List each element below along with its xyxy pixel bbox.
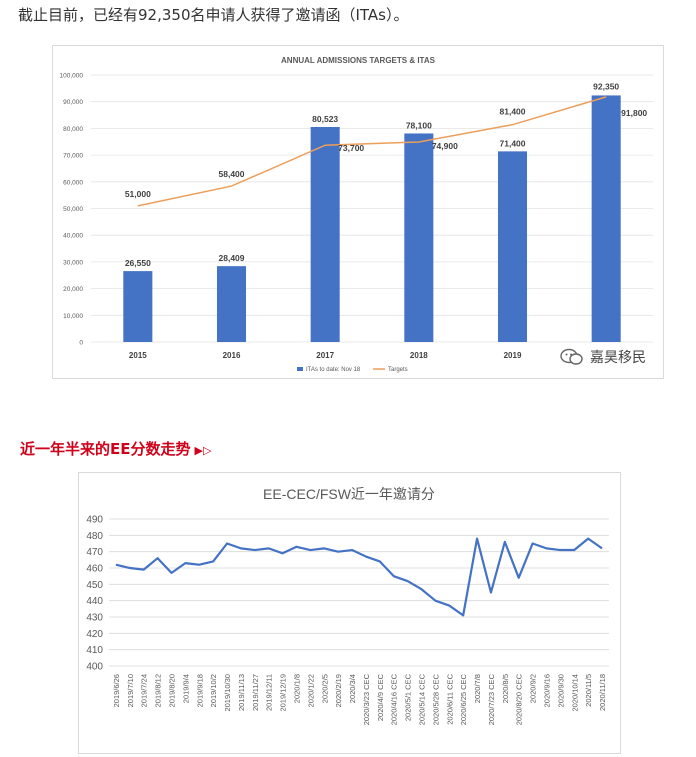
bar-value-label: 71,400 <box>500 138 526 148</box>
y-tick-label: 80,000 <box>63 126 83 133</box>
x-tick-label: 2020/6/11 CEC <box>445 673 454 724</box>
x-tick-label: 2019/9/4 <box>181 674 190 703</box>
section-heading: 近一年半来的EE分数走势 ▶▷ <box>20 438 211 459</box>
target-value-label: 58,400 <box>219 169 245 179</box>
x-tick-label: 2019/7/24 <box>140 674 149 707</box>
x-tick-label: 2020/10/14 <box>570 674 579 712</box>
itas-bar <box>217 266 246 342</box>
x-tick-label: 2020/3/4 <box>348 674 357 703</box>
target-value-label: 51,000 <box>125 189 151 199</box>
y-tick-label: 400 <box>86 662 103 673</box>
x-tick-label: 2019/11/27 <box>251 674 260 711</box>
y-tick-label: 100,000 <box>60 73 84 80</box>
legend-swatch-itas <box>297 367 303 371</box>
x-tick-label: 2020/5/14 CEC <box>418 673 427 725</box>
legend-label-targets: Targets <box>388 367 408 373</box>
x-tick-label: 2020/1/8 <box>293 674 302 703</box>
admissions-chart-card: ANNUAL ADMISSIONS TARGETS & ITAS 0 10,000 2… <box>52 45 664 379</box>
wechat-icon <box>560 348 584 366</box>
x-tick-label: 2020/9/30 <box>556 674 565 707</box>
x-tick-label: 2020/4/16 CEC <box>390 673 399 725</box>
x-tick-label: 2020/7/23 CEC <box>487 673 496 725</box>
itas-bar <box>498 151 527 342</box>
x-tick-label: 2016 <box>223 351 241 360</box>
x-tick-label: 2019/7/10 <box>126 674 135 707</box>
x-tick-label: 2020/3/23 CEC <box>362 673 371 725</box>
section-heading-text: 近一年半来的EE分数走势 <box>20 440 191 458</box>
bar-value-label: 92,350 <box>593 81 619 91</box>
x-tick-label: 2020/8/5 <box>501 674 510 703</box>
x-tick-label: 2019/10/30 <box>223 674 232 712</box>
targets-line <box>138 97 606 206</box>
y-tick-label: 70,000 <box>63 153 83 160</box>
legend-label-itas: ITAs to date: Nov 18 <box>306 367 361 373</box>
chart-title: EE-CEC/FSW近一年邀请分 <box>263 486 435 502</box>
watermark: 嘉昊移民 <box>560 347 648 367</box>
itas-bar <box>311 127 340 342</box>
bar-value-label: 26,550 <box>125 258 151 268</box>
y-tick-label: 440 <box>86 596 103 607</box>
itas-bar <box>123 271 152 342</box>
x-tick-label: 2020/9/16 <box>543 674 552 707</box>
x-tick-label: 2020/5/1 CEC <box>404 673 413 721</box>
intro-text: 截止目前，已经有92,350名申请人获得了邀请函（ITAs）。 <box>18 4 409 25</box>
x-tick-label: 2019/8/20 <box>168 674 177 707</box>
score-chart-card: EE-CEC/FSW近一年邀请分 400 410 420 430 440 450 460 470… <box>78 472 621 754</box>
y-tick-label: 20,000 <box>63 286 83 293</box>
y-tick-label: 60,000 <box>63 179 83 186</box>
score-line <box>116 539 602 616</box>
x-tick-label: 2020/9/2 <box>529 674 538 703</box>
target-value-label: 74,900 <box>432 141 458 151</box>
y-tick-label: 10,000 <box>63 313 83 320</box>
x-tick-label: 2020/2/5 <box>320 674 329 703</box>
x-tick-label: 2019/11/13 <box>237 674 246 711</box>
x-tick-label: 2020/6/25 CEC <box>459 673 468 725</box>
x-tick-label: 2020/5/28 CEC <box>431 673 440 725</box>
y-tick-label: 50,000 <box>63 206 83 213</box>
admissions-chart: ANNUAL ADMISSIONS TARGETS & ITAS 0 10,000 2… <box>53 46 663 378</box>
x-tick-label: 2020/1/22 <box>306 674 315 707</box>
y-tick-label: 490 <box>86 515 103 526</box>
x-tick-label: 2020/11/5 <box>584 674 593 707</box>
x-tick-label: 2019 <box>504 351 522 360</box>
play-triangle-icon: ▶▷ <box>195 444 212 457</box>
y-tick-label: 30,000 <box>63 259 83 266</box>
chart-title: ANNUAL ADMISSIONS TARGETS & ITAS <box>281 56 436 65</box>
watermark-text: 嘉昊移民 <box>588 347 648 367</box>
x-tick-label: 2020/11/18 <box>598 674 607 711</box>
target-value-label: 73,700 <box>338 143 364 153</box>
y-tick-label: 430 <box>86 613 103 624</box>
x-tick-label: 2015 <box>129 351 147 360</box>
x-tick-label: 2019/9/18 <box>195 674 204 707</box>
y-tick-label: 470 <box>86 547 103 558</box>
score-chart: EE-CEC/FSW近一年邀请分 400 410 420 430 440 450 460 470… <box>79 473 620 753</box>
y-tick-label: 40,000 <box>63 233 83 240</box>
itas-bar <box>592 95 621 342</box>
x-tick-label: 2019/12/19 <box>279 674 288 712</box>
x-tick-label: 2019/10/2 <box>209 674 218 707</box>
y-tick-label: 420 <box>86 629 103 640</box>
bar-value-label: 28,409 <box>219 253 245 263</box>
y-tick-label: 0 <box>79 340 83 347</box>
y-tick-label: 480 <box>86 531 103 542</box>
x-tick-label: 2019/8/12 <box>154 674 163 707</box>
y-tick-label: 90,000 <box>63 99 83 106</box>
x-tick-label: 2019/6/26 <box>112 674 121 707</box>
bar-value-label: 80,523 <box>312 114 338 124</box>
itas-bar <box>404 133 433 342</box>
x-tick-label: 2020/7/8 <box>473 674 482 703</box>
x-tick-label: 2019/12/11 <box>265 674 274 711</box>
x-tick-label: 2017 <box>316 351 334 360</box>
y-tick-label: 450 <box>86 580 103 591</box>
bar-value-label: 78,100 <box>406 120 432 130</box>
y-tick-label: 410 <box>86 645 103 656</box>
x-tick-label: 2020/4/9 CEC <box>376 673 385 721</box>
target-value-label: 91,800 <box>621 108 647 118</box>
x-tick-label: 2018 <box>410 351 428 360</box>
target-value-label: 81,400 <box>500 107 526 117</box>
x-tick-label: 2020/2/19 <box>334 674 343 707</box>
x-tick-label: 2020/8/20 CEC <box>515 673 524 725</box>
y-tick-label: 460 <box>86 564 103 575</box>
